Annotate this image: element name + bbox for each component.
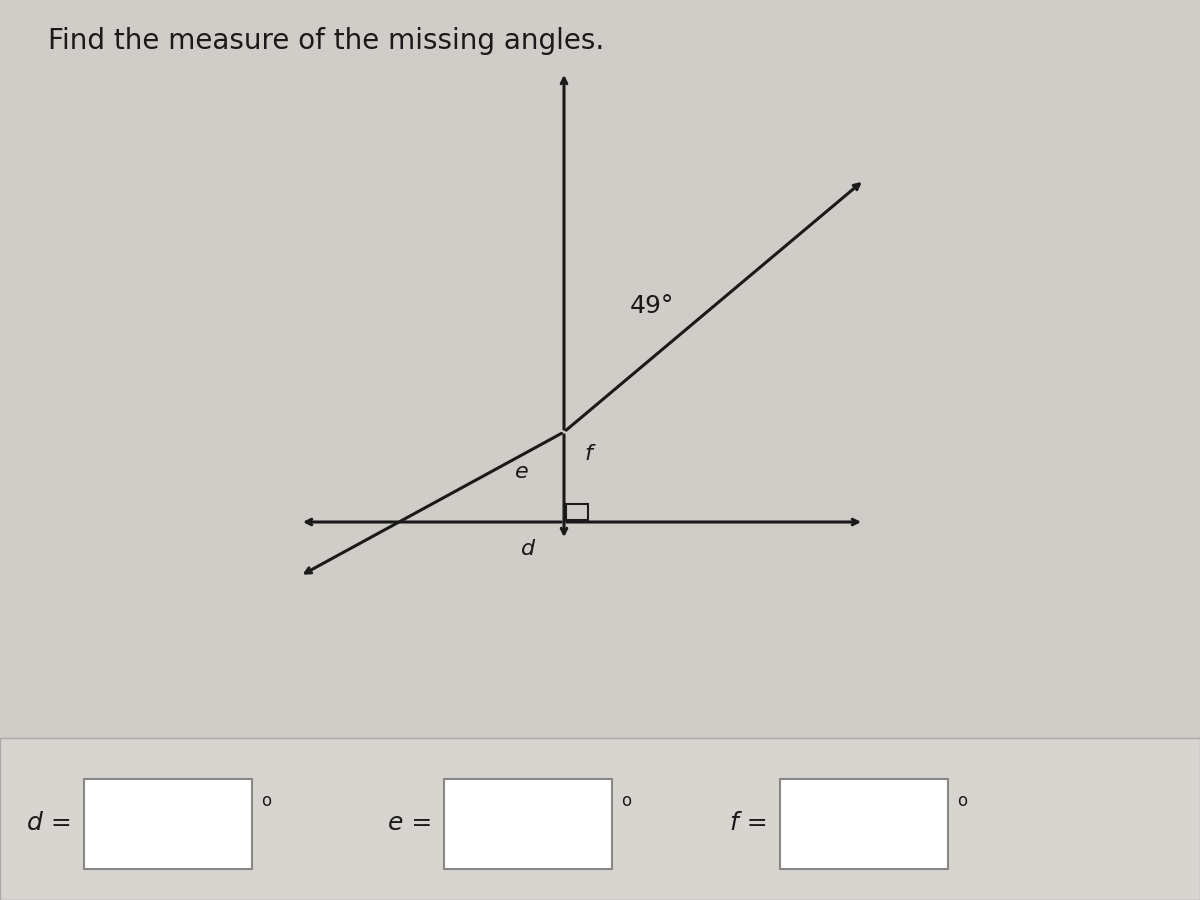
Text: o: o: [262, 792, 271, 810]
Text: f: f: [584, 445, 592, 464]
Text: d =: d =: [28, 812, 72, 835]
Text: Find the measure of the missing angles.: Find the measure of the missing angles.: [48, 27, 605, 55]
Text: o: o: [622, 792, 631, 810]
Text: d: d: [521, 539, 535, 559]
Text: e: e: [515, 463, 529, 482]
FancyBboxPatch shape: [84, 778, 252, 868]
FancyBboxPatch shape: [780, 778, 948, 868]
Bar: [0, 738, 1200, 900]
Bar: [566, 504, 588, 520]
Text: f =: f =: [731, 812, 768, 835]
Text: o: o: [958, 792, 967, 810]
Text: e =: e =: [388, 812, 432, 835]
FancyBboxPatch shape: [444, 778, 612, 868]
Text: 49°: 49°: [630, 294, 674, 318]
